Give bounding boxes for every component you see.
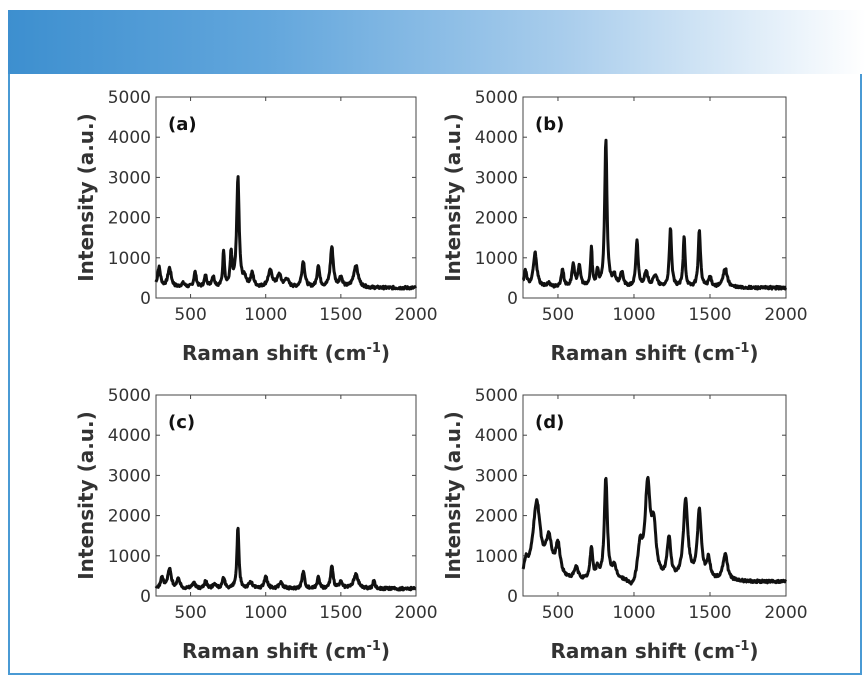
spectrum-line bbox=[154, 526, 417, 592]
x-tick-label: 1500 bbox=[688, 603, 731, 623]
x-axis-label: Raman shift (cm-1) bbox=[182, 639, 390, 663]
y-tick-label: 4000 bbox=[475, 128, 518, 148]
y-tick-label: 4000 bbox=[108, 128, 151, 148]
x-tick-label: 1000 bbox=[612, 603, 655, 623]
x-tick-label: 500 bbox=[542, 603, 574, 623]
x-tick-label: 500 bbox=[542, 305, 574, 325]
x-tick-label: 1500 bbox=[319, 305, 362, 325]
panel-label: (a) bbox=[168, 114, 197, 135]
y-tick-label: 3000 bbox=[475, 466, 518, 486]
y-tick-label: 4000 bbox=[475, 426, 518, 446]
axes-box bbox=[522, 394, 787, 597]
y-tick-label: 1000 bbox=[475, 249, 518, 269]
chart-panel-1: 0 1000 2000 3000 4000 5000 500 1000 1500 2000 (a) R… bbox=[74, 88, 438, 365]
chart-panel-2: 0 1000 2000 3000 4000 5000 500 1000 1500 2000 (b) R… bbox=[441, 88, 808, 365]
panel-label: (d) bbox=[535, 412, 564, 433]
y-tick-label: 2000 bbox=[108, 209, 151, 229]
y-tick-label: 0 bbox=[140, 289, 151, 309]
y-tick-label: 1000 bbox=[475, 547, 518, 567]
x-tick-label: 1000 bbox=[244, 305, 287, 325]
figure-frame bbox=[8, 74, 862, 675]
y-tick-label: 3000 bbox=[475, 168, 518, 188]
y-tick-label: 0 bbox=[140, 587, 151, 607]
y-tick-label: 5000 bbox=[475, 88, 518, 108]
y-tick-label: 0 bbox=[507, 289, 518, 309]
x-tick-label: 1500 bbox=[319, 603, 362, 623]
x-tick-label: 2000 bbox=[764, 603, 807, 623]
y-tick-label: 5000 bbox=[108, 386, 151, 406]
panel-label: (c) bbox=[168, 412, 195, 433]
panel-label: (b) bbox=[535, 114, 564, 135]
y-tick-label: 2000 bbox=[475, 507, 518, 527]
y-axis-label: Intensity (a.u.) bbox=[74, 411, 98, 580]
y-axis-label: Intensity (a.u.) bbox=[441, 113, 465, 282]
y-tick-label: 4000 bbox=[108, 426, 151, 446]
spectrum-line bbox=[522, 138, 788, 291]
x-axis-label: Raman shift (cm-1) bbox=[550, 639, 758, 663]
y-tick-label: 2000 bbox=[108, 507, 151, 527]
x-tick-label: 2000 bbox=[394, 305, 437, 325]
y-tick-label: 0 bbox=[507, 587, 518, 607]
y-axis-label: Intensity (a.u.) bbox=[441, 411, 465, 580]
spectrum-line bbox=[154, 175, 418, 291]
y-tick-label: 2000 bbox=[475, 209, 518, 229]
y-tick-label: 5000 bbox=[108, 88, 151, 108]
axes-box bbox=[155, 96, 417, 299]
x-tick-label: 2000 bbox=[394, 603, 437, 623]
chart-panel-3: 0 1000 2000 3000 4000 5000 500 1000 1500 2000 (c) R… bbox=[74, 386, 438, 663]
x-axis-label: Raman shift (cm-1) bbox=[182, 341, 390, 365]
header-banner bbox=[8, 10, 866, 74]
y-tick-label: 5000 bbox=[475, 386, 518, 406]
y-tick-label: 1000 bbox=[108, 249, 151, 269]
axes-box bbox=[155, 394, 417, 597]
y-tick-label: 1000 bbox=[108, 547, 151, 567]
spectrum-line bbox=[521, 475, 788, 586]
y-axis-label: Intensity (a.u.) bbox=[74, 113, 98, 282]
x-tick-label: 1500 bbox=[688, 305, 731, 325]
x-tick-label: 1000 bbox=[612, 305, 655, 325]
x-tick-label: 500 bbox=[174, 305, 206, 325]
y-tick-label: 3000 bbox=[108, 466, 151, 486]
x-tick-label: 2000 bbox=[764, 305, 807, 325]
axes-box bbox=[522, 96, 787, 299]
y-tick-label: 3000 bbox=[108, 168, 151, 188]
x-tick-label: 1000 bbox=[244, 603, 287, 623]
chart-panel-4: 0 1000 2000 3000 4000 5000 500 1000 1500 2000 (d) R… bbox=[441, 386, 808, 663]
x-axis-label: Raman shift (cm-1) bbox=[550, 341, 758, 365]
x-tick-label: 500 bbox=[174, 603, 206, 623]
